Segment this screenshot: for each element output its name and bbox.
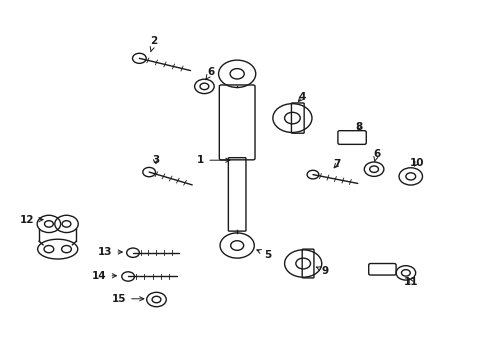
Text: 8: 8: [355, 122, 362, 132]
Text: 4: 4: [298, 92, 305, 102]
Text: 2: 2: [150, 36, 157, 52]
Text: 11: 11: [403, 276, 417, 287]
Text: 1: 1: [197, 155, 229, 165]
Text: 7: 7: [333, 159, 341, 169]
Text: 6: 6: [372, 149, 379, 162]
Text: 10: 10: [408, 158, 423, 168]
Text: 5: 5: [256, 249, 271, 260]
Text: 13: 13: [98, 247, 122, 257]
Text: 15: 15: [111, 294, 143, 304]
Text: 14: 14: [92, 271, 116, 281]
Text: 9: 9: [315, 266, 328, 276]
Text: 6: 6: [205, 67, 214, 80]
Text: 3: 3: [152, 155, 159, 165]
Text: 12: 12: [20, 215, 43, 225]
